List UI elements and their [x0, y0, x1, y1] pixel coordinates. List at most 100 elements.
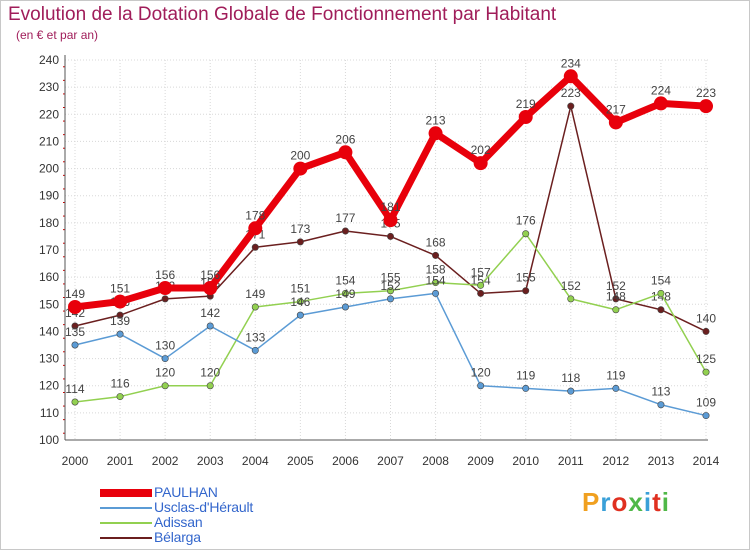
- data-label: 109: [696, 396, 716, 410]
- y-tick-label: 240: [39, 53, 59, 67]
- x-tick-label: 2000: [62, 454, 89, 468]
- data-point: [68, 300, 82, 314]
- logo-letter: x: [628, 487, 644, 517]
- data-label: 119: [516, 368, 535, 382]
- data-label: 158: [426, 263, 446, 277]
- data-point: [428, 126, 443, 141]
- data-point: [612, 384, 620, 392]
- data-point: [522, 287, 530, 295]
- legend-swatch: [100, 537, 152, 539]
- data-point: [251, 243, 259, 251]
- data-point: [567, 387, 575, 395]
- data-label: 125: [696, 352, 716, 366]
- data-point: [71, 322, 79, 330]
- legend-label: PAULHAN: [154, 484, 218, 500]
- y-tick-label: 150: [39, 297, 59, 311]
- data-label: 130: [155, 339, 175, 353]
- data-point: [699, 99, 713, 114]
- chart-title: Evolution de la Dotation Globale de Fonc…: [8, 4, 557, 25]
- legend-label: Adissan: [154, 514, 203, 530]
- x-tick-label: 2010: [512, 454, 539, 468]
- x-tick-label: 2004: [242, 454, 269, 468]
- x-tick-label: 2005: [287, 454, 314, 468]
- data-label: 142: [200, 306, 220, 320]
- data-label: 177: [335, 211, 355, 225]
- data-point: [702, 327, 710, 335]
- data-point: [477, 289, 485, 297]
- data-label: 219: [516, 97, 536, 111]
- data-point: [432, 251, 440, 259]
- data-point: [432, 289, 440, 297]
- data-label: 152: [380, 279, 400, 293]
- y-tick-label: 190: [39, 189, 59, 203]
- x-tick-label: 2002: [152, 454, 179, 468]
- data-point: [477, 281, 485, 289]
- y-tick-label: 170: [39, 243, 59, 257]
- data-label: 176: [516, 214, 536, 228]
- legend-swatch: [100, 507, 152, 509]
- data-point: [161, 295, 169, 303]
- data-label: 119: [606, 368, 625, 382]
- data-label: 140: [696, 311, 716, 325]
- data-label: 168: [426, 235, 446, 249]
- data-point: [341, 303, 349, 311]
- data-label: 139: [110, 314, 130, 328]
- data-label: 173: [290, 222, 310, 236]
- data-label: 154: [426, 273, 446, 287]
- logo-letter: i: [661, 487, 670, 517]
- data-label: 156: [155, 268, 175, 282]
- data-label: 118: [561, 371, 580, 385]
- data-label: 154: [471, 273, 491, 287]
- data-label: 148: [606, 290, 626, 304]
- proxiti-logo: Proxiti: [582, 487, 670, 518]
- x-tick-label: 2001: [107, 454, 134, 468]
- data-point: [116, 311, 124, 319]
- logo-letter: i: [643, 487, 653, 517]
- x-tick-label: 2014: [693, 454, 720, 468]
- data-label: 181: [380, 200, 400, 214]
- x-tick-label: 2013: [648, 454, 675, 468]
- x-tick-label: 2012: [603, 454, 630, 468]
- data-label: 116: [111, 377, 130, 391]
- data-label: 149: [335, 287, 355, 301]
- data-point: [71, 341, 79, 349]
- logo-letter: o: [611, 487, 629, 517]
- data-point: [248, 221, 263, 236]
- data-label: 151: [110, 282, 130, 296]
- logo-letter: r: [600, 487, 612, 517]
- data-label: 202: [471, 143, 491, 157]
- data-point: [702, 412, 710, 420]
- data-label: 120: [200, 366, 220, 380]
- data-label: 213: [426, 113, 446, 127]
- y-tick-label: 220: [39, 107, 59, 121]
- data-point: [296, 298, 304, 306]
- y-tick-label: 160: [39, 270, 59, 284]
- data-point: [293, 161, 308, 176]
- data-label: 178: [245, 208, 265, 222]
- data-label: 146: [290, 295, 310, 309]
- data-point: [518, 110, 533, 124]
- data-label: 156: [200, 268, 220, 282]
- data-point: [296, 238, 304, 246]
- data-point: [251, 346, 259, 354]
- data-point: [203, 281, 218, 295]
- x-tick-label: 2003: [197, 454, 224, 468]
- data-point: [113, 294, 128, 309]
- data-point: [161, 355, 169, 363]
- data-point: [341, 289, 349, 297]
- y-tick-label: 130: [39, 352, 59, 366]
- x-tick-label: 2006: [332, 454, 359, 468]
- data-point: [116, 330, 124, 338]
- data-point: [563, 69, 578, 84]
- data-point: [567, 102, 575, 110]
- data-label: 149: [245, 287, 265, 301]
- data-point: [386, 232, 394, 240]
- data-label: 133: [245, 330, 265, 344]
- data-label: 152: [561, 279, 581, 293]
- data-label: 223: [696, 86, 716, 100]
- y-tick-label: 120: [39, 379, 59, 393]
- data-point: [657, 401, 665, 409]
- data-point: [206, 382, 214, 390]
- data-label: 155: [516, 271, 536, 285]
